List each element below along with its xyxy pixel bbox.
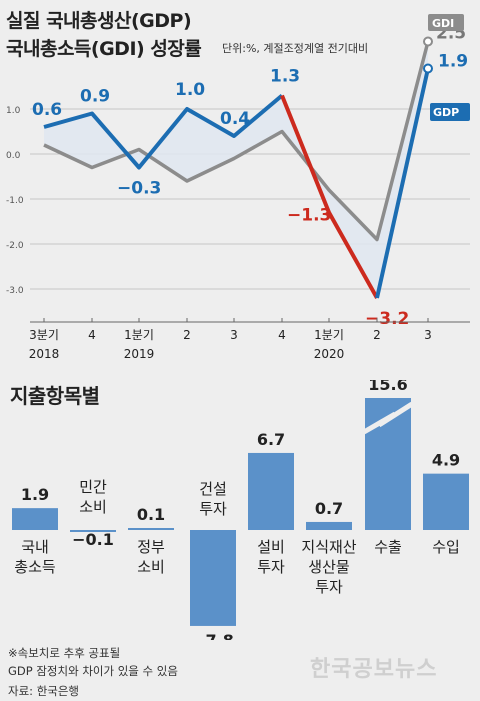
bar-category-label: 소비	[137, 558, 165, 576]
bar-value-label: 0.1	[137, 505, 165, 524]
gdp-line	[43, 93, 284, 170]
bar-category-label: 생산물	[308, 558, 349, 576]
bar	[12, 508, 58, 530]
bar-value-label: −7.8	[192, 631, 234, 640]
bar-category-label: 소비	[79, 498, 107, 516]
gdp-data-label: 0.6	[32, 100, 62, 120]
bar-category-label: 정부	[137, 538, 165, 556]
gdp-data-label: 1.9	[438, 52, 468, 72]
bar	[190, 530, 236, 626]
x-category-label: 2	[183, 328, 191, 342]
chart-title-line2: 국내총소득(GDI) 성장률	[6, 38, 202, 60]
expenditure-section-title: 지출항목별	[10, 384, 100, 408]
footnote-line2: GDP 잠정치와 차이가 있을 수 있음	[8, 664, 178, 678]
bar-category-label: 건설	[199, 480, 227, 498]
gdp-data-label: −0.3	[117, 179, 161, 199]
x-year-label: 2020	[314, 347, 345, 361]
bar-value-label: 0.7	[315, 499, 343, 518]
x-category-label: 1분기	[314, 328, 344, 342]
gdp-data-label: −1.3	[287, 206, 331, 226]
x-category-label: 3	[424, 328, 432, 342]
gdp-recovery-line	[375, 68, 430, 299]
bar	[128, 528, 174, 530]
gdp-legend-swatch	[430, 103, 470, 121]
gdi-legend-label: GDI	[432, 17, 454, 30]
gdi-end-marker	[423, 36, 433, 47]
series-gap-area	[44, 41, 428, 298]
gdp-decline-line	[280, 94, 379, 299]
bar-category-label: 지식재산	[301, 538, 356, 556]
bar-category-label: 투자	[257, 558, 285, 576]
y-tick-label: -1.0	[6, 196, 24, 206]
x-category-label: 4	[88, 328, 96, 342]
gdp-data-label: 0.4	[220, 109, 250, 129]
x-category-label: 3분기	[29, 328, 59, 342]
bar-category-label: 수입	[432, 538, 460, 556]
bar-category-label: 총소득	[14, 558, 56, 576]
x-year-label: 2018	[29, 347, 60, 361]
x-category-label: 2	[373, 328, 381, 342]
watermark: 한국공보뉴스	[310, 657, 438, 682]
bar-category-label: 국내	[21, 538, 49, 556]
footnote-line1: ※속보치로 추후 공표될	[8, 646, 121, 660]
x-category-label: 1분기	[124, 328, 154, 342]
source-note: 자료: 한국은행	[8, 684, 80, 698]
bar-value-label: 4.9	[432, 451, 460, 470]
bar-value-label: 1.9	[21, 485, 49, 504]
y-tick-label: -3.0	[6, 286, 24, 296]
bar-category-label: 수출	[374, 538, 402, 556]
bar-category-label: 설비	[257, 538, 285, 556]
bar-value-label: −0.1	[72, 530, 114, 549]
gdp-legend-label: GDP	[433, 106, 459, 119]
x-year-label: 2019	[124, 347, 155, 361]
gdp-gdi-line-chart: 1.0 0.0 -1.0 -2.0 -3.0 0.6 0.9 −0.3 1.0 0.4 1.3 −1.…	[6, 14, 470, 361]
bar	[423, 473, 469, 530]
bar	[306, 521, 352, 530]
y-tick-label: 1.0	[6, 106, 21, 116]
axis-break-mark	[362, 401, 414, 435]
gdi-legend-swatch	[428, 14, 464, 31]
bar-value-label: 15.6	[368, 380, 407, 394]
gdp-data-label: 1.0	[175, 80, 205, 100]
gdp-end-marker	[423, 63, 433, 74]
bar	[70, 530, 116, 532]
chart-title-line1: 실질 국내총생산(GDP)	[6, 10, 192, 32]
y-tick-label: 0.0	[6, 151, 21, 161]
y-tick-label: -2.0	[6, 241, 24, 251]
bar-category-label: 투자	[199, 500, 227, 518]
gdp-data-label: 1.3	[270, 67, 300, 87]
gdi-line	[43, 41, 430, 242]
bar-category-label: 민간	[79, 478, 107, 496]
unit-note: 단위:%, 계절조정계열 전기대비	[222, 42, 369, 55]
bar	[248, 452, 294, 530]
expenditure-bar-chart: 1.9국내총소득−0.1민간소비0.1정부소비−7.8건설투자6.7설비투자0.…	[12, 380, 469, 640]
bar-category-label: 투자	[315, 578, 343, 596]
bar-value-label: 6.7	[257, 430, 285, 449]
gdp-data-label: 0.9	[80, 87, 110, 107]
x-category-label: 3	[230, 328, 238, 342]
x-category-label: 4	[278, 328, 286, 342]
gdp-data-label: −3.2	[365, 309, 409, 329]
